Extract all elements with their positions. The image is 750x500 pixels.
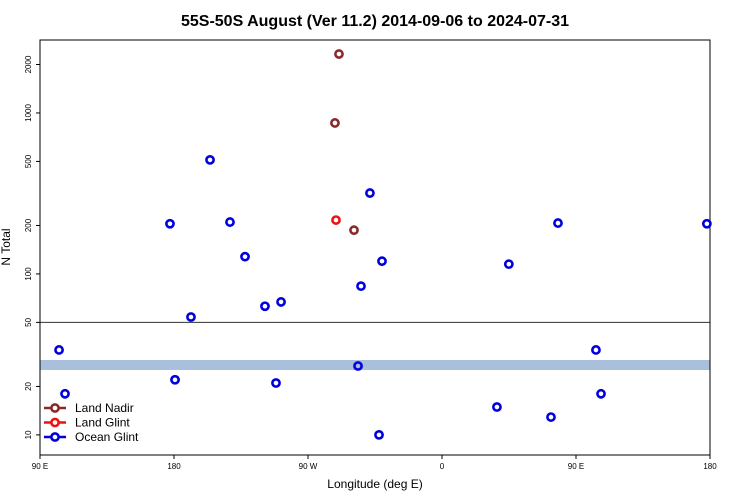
point — [349, 225, 359, 236]
point — [276, 297, 286, 307]
x-tick-label: 0 — [440, 462, 445, 471]
y-tick-label: 2000 — [24, 55, 33, 73]
point — [334, 49, 344, 59]
point — [374, 429, 384, 440]
y-tick-label: 20 — [24, 381, 33, 390]
y-tick-label: 100 — [24, 267, 33, 281]
point — [596, 388, 606, 399]
point — [54, 345, 64, 355]
legend-label: Land Nadir — [75, 401, 134, 415]
point — [260, 301, 270, 312]
y-axis-label: N Total — [0, 228, 13, 265]
y-tick-label: 50 — [24, 317, 33, 326]
point — [330, 118, 340, 128]
legend-label: Land Glint — [75, 416, 130, 430]
x-axis-label: Longitude (deg E) — [327, 477, 422, 491]
legend-marker — [50, 432, 60, 442]
x-tick-label: 180 — [703, 462, 717, 471]
legend-marker — [50, 403, 60, 413]
plot-frame — [39, 39, 711, 456]
point — [365, 188, 375, 198]
legend-label: Ocean Glint — [75, 430, 139, 444]
point — [240, 251, 250, 262]
point — [546, 412, 556, 422]
x-tick-label: 90 E — [32, 462, 48, 471]
point — [331, 215, 341, 225]
point — [170, 374, 180, 385]
y-tick-label: 1000 — [24, 104, 33, 122]
y-tick-label: 200 — [24, 218, 33, 232]
point — [60, 388, 70, 399]
legend-marker — [50, 417, 60, 428]
x-tick-label: 90 W — [299, 462, 318, 471]
band — [40, 359, 710, 371]
point — [356, 281, 366, 292]
x-tick-label: 90 E — [568, 462, 584, 471]
point — [271, 378, 281, 388]
point — [492, 402, 502, 412]
point — [186, 312, 196, 322]
point — [353, 361, 363, 371]
y-tick-label: 10 — [24, 430, 33, 439]
point — [503, 259, 514, 270]
point — [225, 217, 235, 227]
point — [701, 218, 712, 229]
point — [591, 345, 601, 355]
chart-title: 55S-50S August (Ver 11.2) 2014-09-06 to … — [181, 13, 569, 30]
point — [205, 154, 215, 165]
y-tick-label: 500 — [24, 154, 33, 168]
point — [553, 218, 563, 228]
point — [377, 256, 387, 267]
x-tick-label: 180 — [167, 462, 181, 471]
point — [165, 218, 175, 229]
